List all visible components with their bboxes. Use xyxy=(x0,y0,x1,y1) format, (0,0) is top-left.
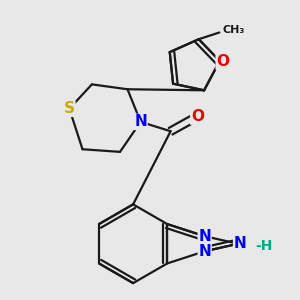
Text: -H: -H xyxy=(255,238,272,253)
Text: S: S xyxy=(64,101,75,116)
Text: O: O xyxy=(216,54,229,69)
Text: CH₃: CH₃ xyxy=(222,25,244,35)
Text: N: N xyxy=(198,229,211,244)
Text: N: N xyxy=(134,114,147,129)
Text: N: N xyxy=(234,236,246,251)
Text: N: N xyxy=(198,244,211,259)
Text: O: O xyxy=(191,109,204,124)
